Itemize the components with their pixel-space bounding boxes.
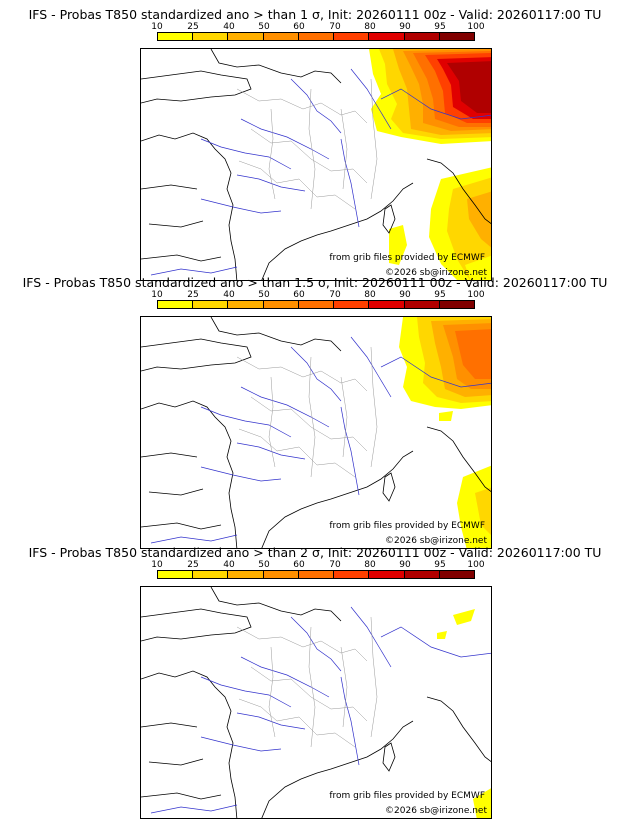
admin-borders — [236, 78, 378, 210]
colorbar-swatch — [158, 571, 194, 578]
colorbar-swatch — [404, 571, 440, 578]
coastline — [141, 49, 491, 280]
tick-label: 70 — [329, 560, 341, 570]
colorbar-swatch — [404, 301, 440, 308]
tick-label: 10 — [151, 560, 163, 570]
tick-label: 25 — [187, 22, 199, 32]
colorbar-swatch — [158, 33, 194, 40]
probability-shading — [399, 317, 491, 548]
colorbar-swatch — [298, 571, 335, 578]
tick-label: 40 — [223, 560, 235, 570]
tick-label: 95 — [434, 290, 446, 300]
probability-shading — [369, 49, 491, 280]
admin-borders — [236, 616, 378, 748]
colorbar-swatch — [404, 33, 440, 40]
tick-label: 40 — [223, 22, 235, 32]
colorbar-swatch — [193, 33, 229, 40]
tick-label: 90 — [399, 290, 411, 300]
colorbar-swatch — [439, 571, 474, 578]
tick-label: 90 — [399, 560, 411, 570]
tick-label: 100 — [467, 560, 485, 570]
tick-label: 10 — [151, 22, 163, 32]
france-probability-map: from grib files provided by ECMWF ©2026 … — [140, 586, 492, 819]
colorbar-swatch — [334, 571, 370, 578]
colorbar-swatch — [228, 33, 264, 40]
tick-label: 60 — [293, 560, 305, 570]
colorbar-tick-labels: 10 25 40 50 60 70 80 90 95 100 — [140, 290, 500, 300]
probability-shading — [437, 609, 491, 818]
colorbar-swatch — [228, 301, 264, 308]
colorbar-swatch — [369, 33, 405, 40]
tick-label: 80 — [364, 22, 376, 32]
panel-title: IFS - Probas T850 standardized ano > tha… — [28, 7, 602, 22]
probability-colorbar — [157, 32, 475, 41]
tick-label: 10 — [151, 290, 163, 300]
panel-title: IFS - Probas T850 standardized ano > tha… — [28, 545, 602, 560]
tick-label: 100 — [467, 22, 485, 32]
rivers — [150, 336, 491, 544]
colorbar-swatch — [263, 301, 299, 308]
colorbar-swatch — [263, 33, 299, 40]
colorbar-swatch — [439, 33, 474, 40]
data-source-credit: from grib files provided by ECMWF — [329, 791, 485, 801]
admin-borders — [236, 346, 378, 478]
colorbar-swatch — [298, 33, 335, 40]
colorbar-tick-labels: 10 25 40 50 60 70 80 90 95 100 — [140, 560, 500, 570]
probability-colorbar — [157, 300, 475, 309]
tick-label: 70 — [329, 290, 341, 300]
panel-title: IFS - Probas T850 standardized ano > tha… — [22, 275, 608, 290]
probability-colorbar — [157, 570, 475, 579]
colorbar-swatch — [228, 571, 264, 578]
tick-label: 50 — [258, 290, 270, 300]
tick-label: 40 — [223, 290, 235, 300]
colorbar-tick-labels: 10 25 40 50 60 70 80 90 95 100 — [140, 22, 500, 32]
data-source-credit: from grib files provided by ECMWF — [329, 253, 485, 263]
colorbar-swatch — [193, 571, 229, 578]
colorbar-swatch — [298, 301, 335, 308]
map-panel-2sigma: IFS - Probas T850 standardized ano > tha… — [0, 545, 630, 819]
colorbar-swatch — [369, 301, 405, 308]
coastline — [141, 587, 491, 818]
data-source-credit: from grib files provided by ECMWF — [329, 521, 485, 531]
tick-label: 95 — [434, 560, 446, 570]
map-panel-1sigma: IFS - Probas T850 standardized ano > tha… — [0, 7, 630, 281]
colorbar-swatch — [334, 301, 370, 308]
colorbar-swatch — [334, 33, 370, 40]
colorbar-swatch — [263, 571, 299, 578]
tick-label: 60 — [293, 290, 305, 300]
france-probability-map: from grib files provided by ECMWF ©2026 … — [140, 316, 492, 549]
rivers — [150, 68, 491, 276]
tick-label: 50 — [258, 560, 270, 570]
colorbar-swatch — [369, 571, 405, 578]
map-panel-1-5sigma: IFS - Probas T850 standardized ano > tha… — [0, 275, 630, 549]
tick-label: 70 — [329, 22, 341, 32]
copyright-credit: ©2026 sb@irizone.net — [385, 536, 487, 546]
colorbar-swatch — [158, 301, 194, 308]
colorbar-swatch — [439, 301, 474, 308]
tick-label: 100 — [467, 290, 485, 300]
colorbar-swatch — [193, 301, 229, 308]
france-probability-map: from grib files provided by ECMWF ©2026 … — [140, 48, 492, 281]
copyright-credit: ©2026 sb@irizone.net — [385, 806, 487, 816]
tick-label: 95 — [434, 22, 446, 32]
tick-label: 25 — [187, 560, 199, 570]
tick-label: 80 — [364, 290, 376, 300]
tick-label: 60 — [293, 22, 305, 32]
tick-label: 25 — [187, 290, 199, 300]
copyright-credit: ©2026 sb@irizone.net — [385, 268, 487, 278]
tick-label: 80 — [364, 560, 376, 570]
coastline — [141, 317, 491, 548]
tick-label: 90 — [399, 22, 411, 32]
rivers — [150, 606, 491, 814]
tick-label: 50 — [258, 22, 270, 32]
